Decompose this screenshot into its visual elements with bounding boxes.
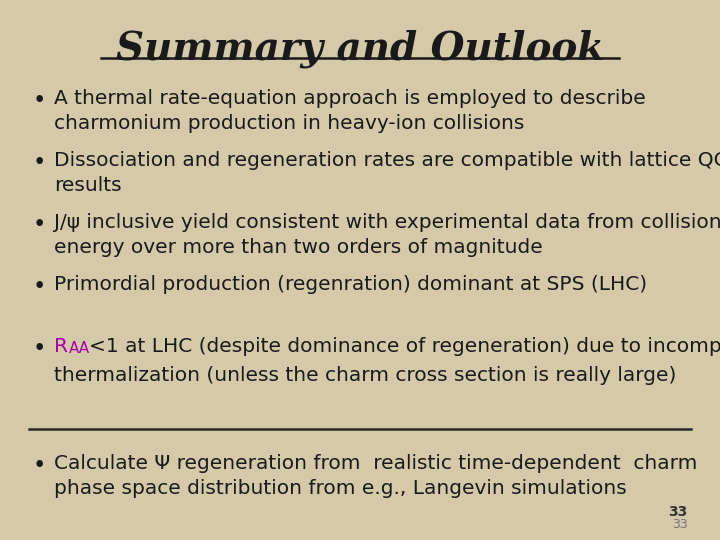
Text: Dissociation and regeneration rates are compatible with lattice QCD
results: Dissociation and regeneration rates are … (54, 151, 720, 195)
Text: •: • (32, 151, 46, 174)
Text: A thermal rate-equation approach is employed to describe
charmonium production i: A thermal rate-equation approach is empl… (54, 89, 646, 133)
Text: <1 at LHC (despite dominance of regeneration) due to incomplete: <1 at LHC (despite dominance of regenera… (89, 338, 720, 356)
Text: •: • (32, 89, 46, 112)
Text: AA: AA (69, 341, 90, 356)
Text: •: • (32, 338, 46, 361)
Text: •: • (32, 213, 46, 237)
Text: 33: 33 (668, 505, 688, 519)
Text: 33: 33 (672, 518, 688, 531)
Text: •: • (32, 275, 46, 299)
Text: R: R (54, 338, 68, 356)
Text: J/ψ inclusive yield consistent with experimental data from collision
energy over: J/ψ inclusive yield consistent with expe… (54, 213, 720, 257)
Text: Primordial production (regenration) dominant at SPS (LHC): Primordial production (regenration) domi… (54, 275, 647, 294)
Text: •: • (32, 454, 46, 477)
Text: Calculate Ψ regeneration from  realistic time-dependent  charm
phase space distr: Calculate Ψ regeneration from realistic … (54, 454, 698, 497)
Text: thermalization (unless the charm cross section is really large): thermalization (unless the charm cross s… (54, 366, 676, 385)
Text: Summary and Outlook: Summary and Outlook (116, 30, 604, 68)
